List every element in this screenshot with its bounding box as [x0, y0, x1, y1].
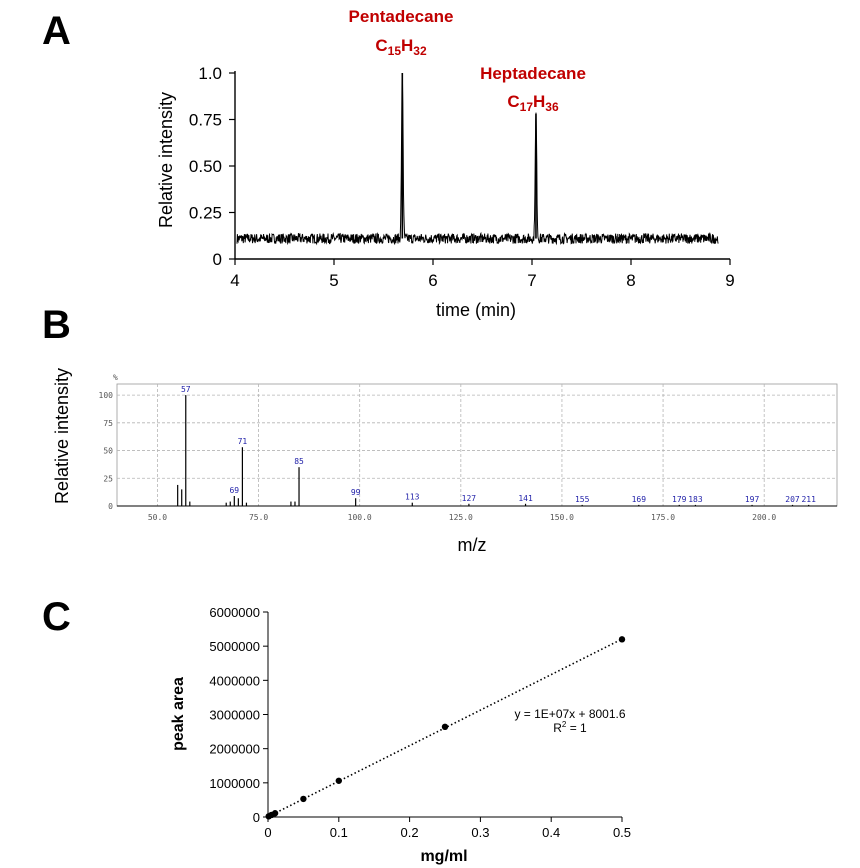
chromatogram-y-tick-label: 0.75 [189, 111, 222, 130]
calibration-point [618, 636, 626, 643]
spectrum-peak-label: 127 [462, 494, 477, 503]
panel-letter-a: A [42, 9, 71, 53]
panel-letter-c: C [42, 595, 71, 639]
chromatogram-y-tick-label: 0 [213, 250, 222, 269]
r-squared-sup: 2 [562, 720, 567, 729]
calibration-y-tick-label: 3000000 [209, 708, 260, 723]
chromatogram-x-tick-label: 8 [626, 271, 635, 290]
spectrum-percent-label: % [113, 373, 118, 382]
calibration-ylabel: peak area [170, 677, 187, 751]
calibration-y-tick-label: 0 [253, 810, 260, 825]
spectrum-frame [116, 383, 838, 507]
spectrum-peak-label: 179 [672, 495, 687, 504]
chromatogram-x-tick-label: 7 [527, 271, 536, 290]
spectrum-peak-label: 169 [632, 495, 647, 504]
spectrum-peak-label: 85 [294, 457, 304, 466]
spectrum-y-tick-label: 25 [103, 474, 113, 483]
spectrum-x-tick-label: 75.0 [249, 513, 268, 522]
chromatogram-x-tick-label: 6 [428, 271, 437, 290]
chromatogram-chart: Relative intensity time (min) Pentadecan… [156, 7, 735, 320]
calibration-x-tick-label: 0.4 [542, 825, 560, 840]
chromatogram-trace [236, 76, 719, 246]
spectrum-peak-label: 141 [518, 494, 533, 503]
chromatogram-x-tick-label: 9 [725, 271, 734, 290]
mass-spectrum-chart: Relative intensity m/z % 50.0 75.0 100.0 12… [52, 368, 838, 555]
formula-heptadecane: C17H36 [507, 92, 559, 114]
spectrum-y-tick-label: 50 [103, 447, 113, 456]
spectrum-peak-label: 69 [229, 486, 239, 495]
formula-heptadecane-c-sub: 17 [520, 100, 534, 114]
calibration-xlabel: mg/ml [420, 848, 467, 865]
spectrum-peak-label: 197 [745, 495, 760, 504]
spectrum-x-tick-label: 150.0 [550, 513, 574, 522]
spectrum-peak-label: 71 [238, 437, 248, 446]
calibration-x-tick-label: 0 [264, 825, 271, 840]
spectrum-y-tick-label: 0 [108, 502, 113, 511]
trendline-equation: y = 1E+07x + 8001.6 [514, 707, 625, 721]
spectrum-peak-label: 155 [575, 495, 590, 504]
calibration-point [300, 795, 307, 803]
peak-label-pentadecane: Pentadecane [349, 7, 454, 26]
spectrum-peak-label: 99 [351, 488, 361, 497]
formula-pentadecane-h-sub: 32 [413, 44, 427, 58]
chromatogram-xlabel: time (min) [436, 300, 516, 320]
calibration-point [441, 723, 449, 730]
formula-pentadecane: C15H32 [375, 36, 427, 58]
calibration-y-tick-label: 4000000 [209, 673, 260, 688]
spectrum-xlabel: m/z [458, 535, 487, 555]
formula-pentadecane-h: H [401, 36, 413, 55]
calibration-y-tick-label: 1000000 [209, 776, 260, 791]
spectrum-peak-label: 57 [181, 385, 191, 394]
spectrum-peak-label: 113 [405, 493, 420, 502]
calibration-x-tick-label: 0.5 [613, 825, 631, 840]
calibration-point [335, 777, 342, 784]
chromatogram-y-tick-label: 0.25 [189, 204, 222, 223]
r-squared-label: R2 = 1 [553, 720, 587, 735]
r-squared-base: R [553, 721, 562, 735]
calibration-y-tick-label: 6000000 [209, 605, 260, 620]
spectrum-x-tick-label: 125.0 [449, 513, 473, 522]
formula-heptadecane-c: C [507, 92, 519, 111]
spectrum-peak-label: 183 [688, 495, 703, 504]
spectrum-x-tick-label: 100.0 [348, 513, 372, 522]
spectrum-peak-label: 207 [785, 495, 800, 504]
chromatogram-ylabel: Relative intensity [156, 92, 176, 228]
panel-letter-b: B [42, 303, 71, 347]
calibration-y-tick-label: 2000000 [209, 742, 260, 757]
spectrum-y-tick-label: 100 [99, 391, 114, 400]
spectrum-x-tick-label: 200.0 [752, 513, 776, 522]
spectrum-x-tick-label: 175.0 [651, 513, 675, 522]
formula-heptadecane-h: H [533, 92, 545, 111]
formula-pentadecane-c-sub: 15 [388, 44, 402, 58]
calibration-chart: peak area mg/ml y = 1E+07x + 8001.6 R2 =… [170, 605, 631, 865]
spectrum-x-tick-label: 50.0 [148, 513, 167, 522]
calibration-trendline [268, 638, 623, 818]
chromatogram-x-tick-label: 4 [230, 271, 239, 290]
chromatogram-y-tick-label: 0.50 [189, 157, 222, 176]
calibration-point [271, 810, 279, 817]
formula-heptadecane-h-sub: 36 [545, 100, 559, 114]
calibration-x-tick-label: 0.2 [401, 825, 419, 840]
chromatogram-y-tick-label: 1.0 [198, 64, 222, 83]
calibration-y-tick-label: 5000000 [209, 639, 260, 654]
spectrum-ylabel: Relative intensity [52, 368, 72, 504]
peak-label-heptadecane: Heptadecane [480, 64, 586, 83]
spectrum-peak-label: 211 [801, 495, 816, 504]
spectrum-y-tick-label: 75 [103, 419, 113, 428]
calibration-x-tick-label: 0.1 [330, 825, 348, 840]
chromatogram-x-tick-label: 5 [329, 271, 338, 290]
calibration-x-tick-label: 0.3 [471, 825, 489, 840]
r-squared-rest: = 1 [566, 721, 587, 735]
formula-pentadecane-c: C [375, 36, 387, 55]
